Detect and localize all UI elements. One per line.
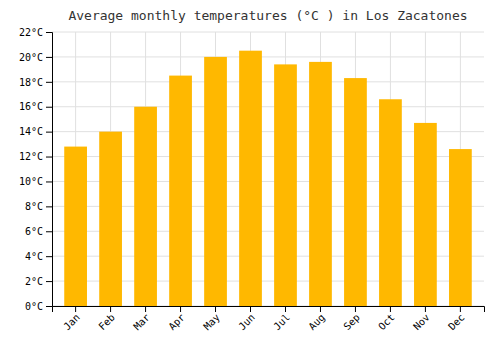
x-axis: Jan Feb Mar Apr May Jun Jul Aug Sep Oct Nov Dec bbox=[53, 306, 485, 332]
tick: 18°C bbox=[19, 77, 52, 88]
tick-label: 6°C bbox=[25, 226, 43, 237]
bar bbox=[414, 123, 437, 306]
tick: Aug bbox=[306, 306, 327, 332]
tick-mark bbox=[320, 306, 321, 312]
tick: Feb bbox=[96, 306, 117, 332]
tick-mark bbox=[390, 306, 391, 312]
bar bbox=[379, 99, 402, 306]
tick-label: Nov bbox=[411, 312, 432, 333]
chart: 0°C 2°C 4°C 6°C 8°C 10°C 12°C 14°C 16°C 18°C 20°C 2… bbox=[0, 0, 500, 350]
bars bbox=[64, 51, 472, 306]
tick: Jul bbox=[271, 306, 292, 332]
tick-mark bbox=[355, 306, 356, 312]
tick-label: May bbox=[201, 312, 222, 333]
tick-label: Dec bbox=[446, 312, 467, 333]
tick: Oct bbox=[376, 306, 397, 332]
grid bbox=[52, 32, 484, 306]
tick: Jun bbox=[236, 306, 257, 332]
tick-label: 12°C bbox=[19, 151, 43, 162]
tick: 20°C bbox=[19, 52, 52, 63]
tick: Dec bbox=[446, 306, 467, 332]
title: Average monthly temperatures (°C ) in Lo… bbox=[68, 8, 467, 23]
tick-label: Oct bbox=[376, 312, 397, 333]
tick: 10°C bbox=[19, 176, 52, 187]
bar bbox=[204, 57, 227, 306]
tick: 4°C bbox=[25, 251, 52, 262]
grid-line bbox=[52, 56, 484, 57]
axis-line bbox=[53, 307, 485, 313]
tick-label: Feb bbox=[96, 312, 117, 333]
tick-label: Sep bbox=[341, 312, 362, 333]
bar bbox=[64, 147, 87, 306]
tick: Sep bbox=[341, 306, 362, 332]
tick: May bbox=[201, 306, 222, 332]
tick-mark bbox=[110, 306, 111, 312]
tick: 8°C bbox=[25, 201, 52, 212]
tick-label: Jul bbox=[271, 312, 292, 333]
tick: Apr bbox=[166, 306, 187, 332]
tick: 6°C bbox=[25, 226, 52, 237]
axis-line bbox=[46, 33, 53, 307]
bar bbox=[309, 62, 332, 306]
tick-mark bbox=[75, 306, 76, 312]
tick-label: 22°C bbox=[19, 27, 43, 38]
tick-label: 8°C bbox=[25, 201, 43, 212]
tick-label: 18°C bbox=[19, 77, 43, 88]
tick-mark bbox=[215, 306, 216, 312]
tick-mark bbox=[46, 206, 52, 207]
bar bbox=[169, 76, 192, 306]
tick-mark bbox=[46, 107, 52, 108]
bar bbox=[134, 107, 157, 306]
tick: 16°C bbox=[19, 101, 52, 112]
tick-mark bbox=[145, 306, 146, 312]
tick-mark bbox=[46, 256, 52, 257]
grid-line bbox=[52, 106, 484, 107]
tick-mark bbox=[425, 306, 426, 312]
tick-label: 4°C bbox=[25, 251, 43, 262]
tick-mark bbox=[46, 57, 52, 58]
tick: 22°C bbox=[19, 27, 52, 38]
plot: 0°C 2°C 4°C 6°C 8°C 10°C 12°C 14°C 16°C 18°C 20°C 2… bbox=[19, 27, 485, 333]
tick-label: 0°C bbox=[25, 301, 43, 312]
tick-label: 2°C bbox=[25, 276, 43, 287]
tick: 0°C bbox=[25, 301, 52, 312]
tick-mark bbox=[250, 306, 251, 312]
tick-mark bbox=[46, 181, 52, 182]
tick-mark bbox=[46, 306, 52, 307]
grid-line bbox=[52, 32, 484, 33]
tick: 14°C bbox=[19, 126, 52, 137]
tick-mark bbox=[285, 306, 286, 312]
tick: 2°C bbox=[25, 276, 52, 287]
bar bbox=[239, 51, 262, 306]
tick-mark bbox=[180, 306, 181, 312]
tick-label: 20°C bbox=[19, 52, 43, 63]
grid-line bbox=[52, 81, 484, 82]
tick: Nov bbox=[411, 306, 432, 332]
tick: 12°C bbox=[19, 151, 52, 162]
tick-label: 16°C bbox=[19, 101, 43, 112]
tick-label: Jan bbox=[61, 312, 82, 333]
bar bbox=[274, 64, 297, 306]
tick-label: Jun bbox=[236, 312, 257, 333]
tick-mark bbox=[46, 32, 52, 33]
tick-label: Apr bbox=[166, 312, 187, 333]
tick: Jan bbox=[61, 306, 82, 332]
tick-mark bbox=[46, 82, 52, 83]
tick-label: 14°C bbox=[19, 126, 43, 137]
tick-label: Aug bbox=[306, 312, 327, 333]
tick: Mar bbox=[131, 306, 152, 332]
y-axis: 0°C 2°C 4°C 6°C 8°C 10°C 12°C 14°C 16°C 18°C 20°C 2… bbox=[19, 27, 53, 312]
tick-mark bbox=[46, 157, 52, 158]
bar bbox=[99, 132, 122, 306]
tick-label: Mar bbox=[131, 312, 152, 333]
tick-mark bbox=[46, 132, 52, 133]
tick-mark bbox=[460, 306, 461, 312]
tick-label: 10°C bbox=[19, 176, 43, 187]
tick-mark bbox=[46, 281, 52, 282]
bar bbox=[344, 78, 367, 306]
bar bbox=[449, 149, 472, 306]
tick-mark bbox=[46, 231, 52, 232]
